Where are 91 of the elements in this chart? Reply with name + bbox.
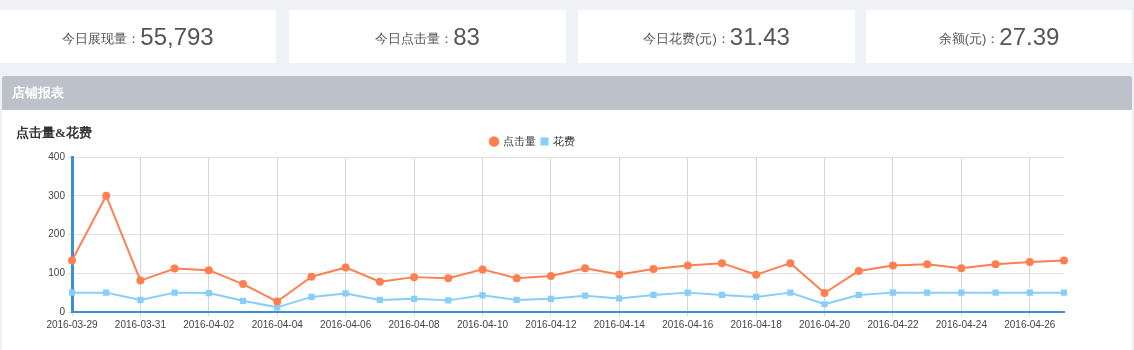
x-tick-label: 2016-03-29: [46, 318, 99, 330]
point: [683, 261, 692, 270]
y-tick-label: 300: [48, 189, 66, 201]
y-tick-label: 100: [48, 267, 66, 278]
text: 今日点击量：: [375, 30, 454, 48]
point: [307, 272, 316, 281]
point: [547, 295, 555, 302]
point: [581, 292, 589, 299]
point: [444, 274, 453, 283]
point: [923, 260, 932, 269]
x-tick-label: 2016-04-18: [730, 318, 783, 330]
point: [342, 290, 349, 297]
text: 31.43: [729, 22, 790, 51]
y-tick-label: 200: [48, 228, 66, 240]
point: [410, 295, 418, 302]
point: [478, 265, 487, 274]
point: [239, 280, 248, 289]
text: 店铺报表: [2, 76, 1132, 110]
point: [821, 301, 828, 308]
x-tick-label: 2016-04-22: [867, 318, 919, 330]
text: 今日展现量：: [62, 30, 141, 48]
point: [546, 271, 555, 280]
point: [205, 289, 212, 297]
point: [137, 296, 144, 304]
x-tick-label: 2016-04-20: [798, 318, 851, 330]
point: [204, 266, 213, 275]
point: [1025, 258, 1034, 267]
point: [513, 296, 520, 304]
point: [375, 277, 384, 286]
point: [684, 289, 691, 296]
x-tick-label: 2016-04-14: [593, 318, 646, 330]
text: 55,793: [140, 22, 214, 51]
point: [170, 264, 179, 273]
chart-title: 点击量&花费: [16, 124, 92, 142]
point: [924, 289, 931, 296]
point: [512, 274, 521, 283]
text: 83: [453, 22, 480, 51]
x-tick-label: 2016-04-02: [183, 318, 235, 330]
point: [820, 289, 829, 298]
point: [855, 291, 862, 299]
y-tick-label: 0: [59, 305, 66, 317]
point: [616, 295, 623, 302]
point: [650, 291, 657, 299]
point: [410, 273, 419, 282]
point: [889, 289, 897, 296]
point: [1026, 289, 1033, 296]
point: [787, 289, 794, 296]
point: [718, 291, 726, 299]
point: [753, 293, 760, 301]
legend-label: 花费: [553, 134, 575, 147]
point: [615, 270, 624, 279]
x-tick-label: 2016-04-24: [935, 318, 988, 330]
point: [376, 296, 383, 304]
point: [341, 263, 350, 272]
point: [1060, 256, 1068, 265]
point: [717, 259, 726, 268]
x-tick-label: 2016-04-16: [662, 318, 714, 330]
text: 27.39: [999, 22, 1060, 51]
point: [68, 289, 76, 296]
point: [649, 264, 658, 273]
point: [308, 293, 315, 301]
x-tick-label: 2016-03-31: [114, 318, 167, 330]
point: [581, 264, 590, 273]
x-tick-label: 2016-04-04: [251, 318, 304, 330]
point: [991, 260, 1000, 269]
x-tick-label: 2016-04-06: [320, 318, 372, 330]
point: [752, 270, 761, 279]
point: [1060, 289, 1068, 296]
point: [888, 261, 897, 270]
point: [68, 256, 76, 265]
point: [103, 289, 110, 296]
point: [102, 191, 111, 200]
point: [992, 289, 999, 296]
x-tick-label: 2016-04-08: [388, 318, 441, 330]
point: [239, 297, 247, 304]
y-tick-label: 400: [48, 150, 66, 162]
point: [786, 259, 795, 268]
point: [273, 297, 282, 306]
text: 今日花费(元)：: [643, 30, 730, 48]
x-tick-label: 2016-04-12: [525, 318, 577, 330]
point: [957, 264, 966, 273]
point: [445, 297, 452, 304]
text: 余额(元)：: [938, 30, 1000, 48]
x-tick-label: 2016-04-26: [1004, 318, 1056, 330]
point: [479, 292, 486, 299]
point: [958, 289, 965, 296]
point: [854, 266, 863, 275]
x-tick-label: 2016-04-10: [456, 318, 509, 330]
legend-label: 点击量: [502, 134, 536, 147]
point: [171, 289, 178, 296]
point: [136, 276, 145, 285]
